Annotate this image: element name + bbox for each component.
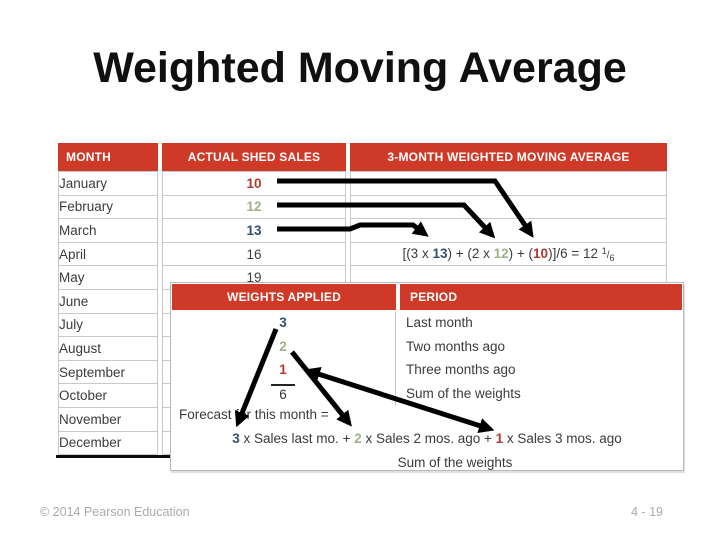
month-cell: October: [58, 384, 158, 408]
formula-weight-3-value: 13: [432, 245, 448, 261]
fraction: 1/6: [601, 245, 615, 263]
month-cell: September: [58, 360, 158, 385]
forecast-weight-3: 3: [232, 431, 240, 446]
weights-panel-header: WEIGHTS APPLIED PERIOD: [171, 283, 683, 311]
sales-value: 12: [246, 199, 262, 215]
table-row: March 13: [58, 219, 667, 243]
column-header-weighted-average: 3-MONTH WEIGHTED MOVING AVERAGE: [350, 143, 667, 172]
weight-value: 3: [279, 315, 287, 331]
forecast-numerator: 3 x Sales last mo. + 2 x Sales 2 mos. ag…: [232, 431, 622, 446]
table-row: February 12: [58, 195, 667, 220]
weights-row: 1 Three months ago: [171, 358, 683, 382]
forecast-weight-2: 2: [354, 431, 362, 446]
weight-value: 2: [279, 338, 287, 354]
period-label: Three months ago: [395, 358, 683, 382]
sales-value: 19: [246, 270, 262, 286]
average-cell: [350, 195, 667, 220]
weights-row: 3 Last month: [171, 311, 683, 335]
period-label: Last month: [395, 311, 683, 335]
weight-value: 1: [279, 362, 287, 378]
formula-weight-2-value: 12: [493, 245, 509, 261]
forecast-denominator: Sum of the weights: [397, 455, 513, 470]
table-bottom-border: [56, 455, 170, 458]
april-formula: [(3 x 13) + (2 x 12) + (10)]/6 = 12 1/6: [350, 242, 667, 267]
forecast-lead-text: Forecast for this month =: [179, 407, 329, 422]
column-header-month: MONTH: [58, 143, 158, 172]
period-label: Two months ago: [395, 334, 683, 358]
sales-table-header-row: MONTH ACTUAL SHED SALES 3-MONTH WEIGHTED…: [58, 143, 667, 172]
sales-value: 10: [246, 175, 262, 191]
copyright-text: © 2014 Pearson Education: [40, 505, 190, 519]
month-cell: November: [58, 407, 158, 432]
forecast-weight-1: 1: [495, 431, 504, 446]
column-header-period: PERIOD: [400, 284, 682, 310]
average-cell: [350, 172, 667, 196]
page-number: 4 - 19: [631, 505, 663, 519]
month-cell: December: [58, 431, 158, 456]
column-header-weights-applied: WEIGHTS APPLIED: [172, 284, 396, 310]
formula-weight-1-value: 10: [533, 245, 549, 261]
weights-row: 6 Sum of the weights: [171, 381, 683, 405]
sales-value: 13: [246, 222, 262, 238]
month-cell: July: [58, 313, 158, 338]
weights-row: 2 Two months ago: [171, 334, 683, 358]
table-row: January 10: [58, 172, 667, 196]
month-cell: June: [58, 289, 158, 314]
month-cell: March: [58, 219, 158, 243]
average-cell: [350, 219, 667, 243]
sales-value: 16: [246, 246, 262, 262]
weight-sum: 6: [171, 384, 395, 402]
weights-panel: WEIGHTS APPLIED PERIOD 3 Last month 2 Tw…: [170, 282, 684, 471]
month-cell: April: [58, 242, 158, 267]
month-cell: August: [58, 337, 158, 361]
month-cell: May: [58, 266, 158, 290]
slide-title: Weighted Moving Average: [93, 44, 627, 92]
period-label: Sum of the weights: [395, 381, 683, 405]
table-row: April 16 [(3 x 13) + (2 x 12) + (10)]/6 …: [58, 242, 667, 267]
month-cell: February: [58, 195, 158, 220]
month-cell: January: [58, 172, 158, 196]
column-header-actual-sales: ACTUAL SHED SALES: [162, 143, 346, 172]
